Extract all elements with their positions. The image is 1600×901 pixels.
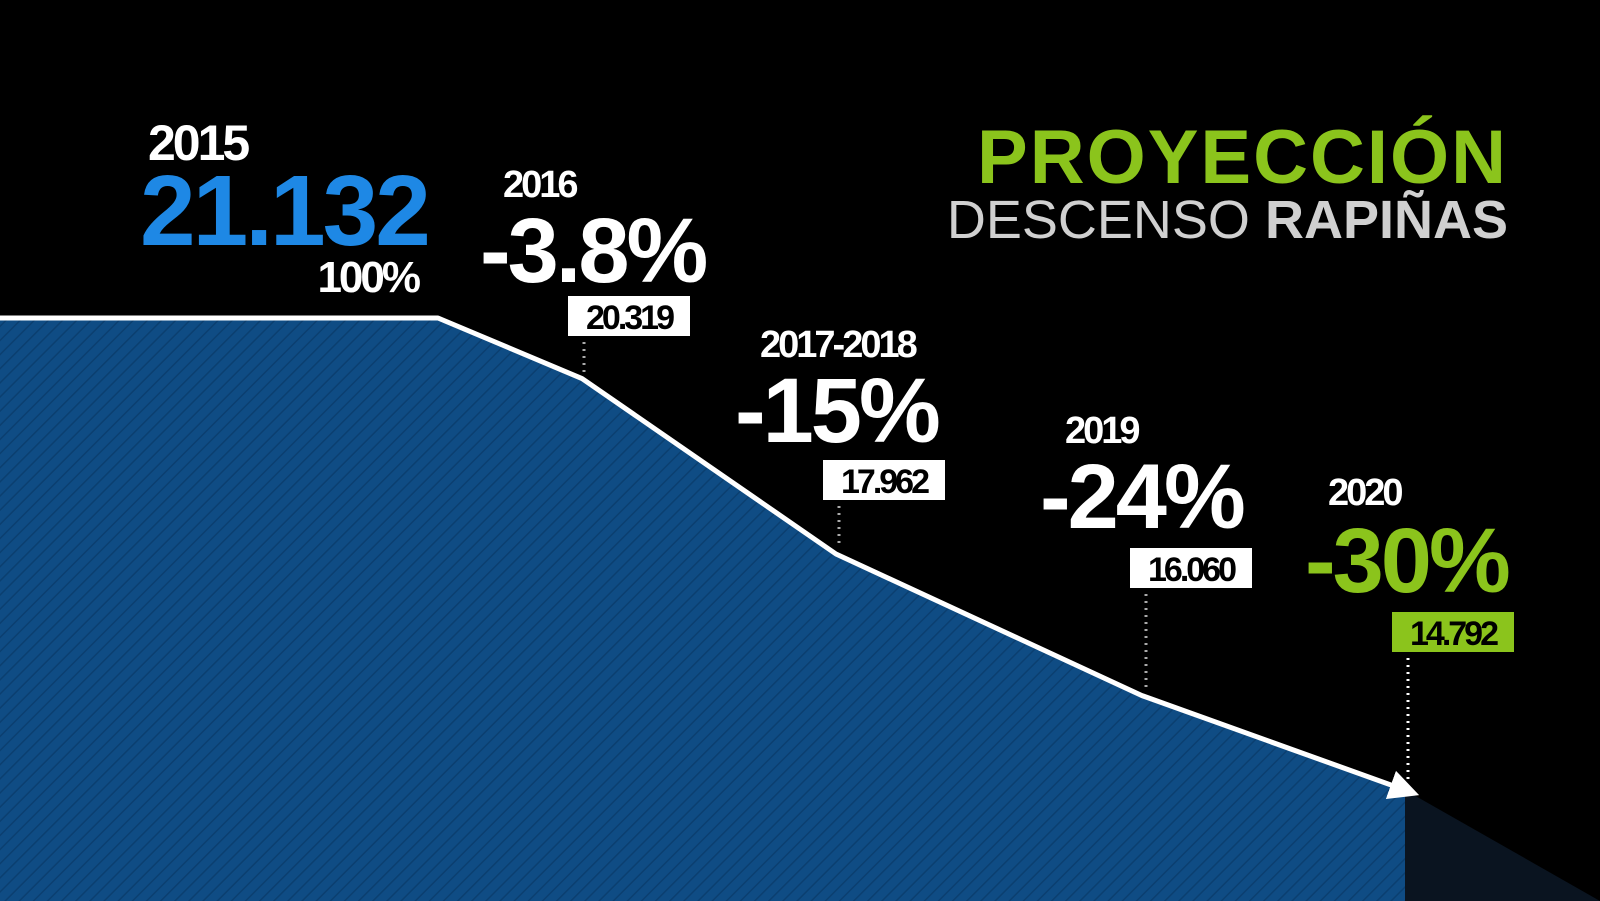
subtitle-word: DESCENSO bbox=[947, 190, 1250, 250]
value-label: 16.060 bbox=[1148, 551, 1236, 589]
year-label: 2016 bbox=[503, 164, 577, 206]
value-label: 14.792 bbox=[1410, 615, 1498, 653]
change-label: -15% bbox=[735, 360, 939, 462]
year-label: 2017-2018 bbox=[760, 324, 917, 366]
value-box bbox=[823, 460, 945, 500]
chart-title: PROYECCIÓN bbox=[977, 115, 1508, 200]
change-label: -3.8% bbox=[480, 200, 707, 302]
value-box bbox=[568, 296, 690, 336]
change-label: 100% bbox=[317, 253, 419, 302]
value-box bbox=[1130, 548, 1252, 588]
area-lead bbox=[0, 318, 438, 901]
year-label: 2019 bbox=[1065, 410, 1139, 452]
change-label: -30% bbox=[1305, 510, 1509, 612]
year-label: 2020 bbox=[1328, 472, 1402, 514]
value-label: 21.132 bbox=[140, 155, 428, 267]
value-label: 20.319 bbox=[586, 299, 674, 337]
shadow bbox=[1405, 790, 1600, 901]
area bbox=[438, 318, 1405, 901]
value-box bbox=[1392, 612, 1514, 652]
area-line bbox=[0, 315, 1420, 800]
year-label: 2015 bbox=[148, 115, 249, 171]
subtitle-word: RAPIÑAS bbox=[1265, 190, 1508, 250]
change-label: -24% bbox=[1040, 446, 1244, 548]
chart-subtitle: DESCENSO RAPIÑAS bbox=[947, 190, 1508, 250]
value-label: 17.962 bbox=[841, 463, 929, 501]
